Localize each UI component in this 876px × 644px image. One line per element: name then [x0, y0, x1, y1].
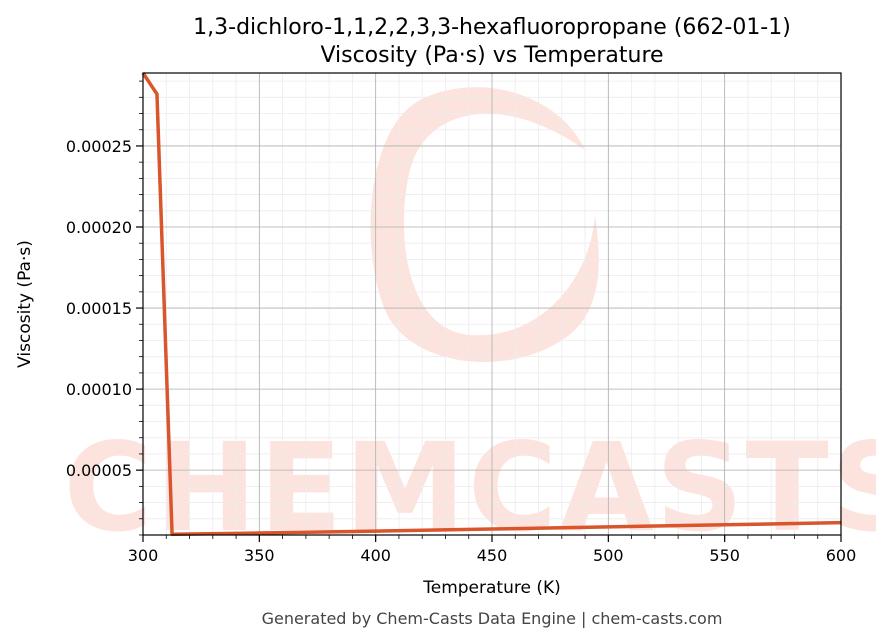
footer-credit: Generated by Chem-Casts Data Engine | ch… — [262, 609, 723, 628]
series-line — [141, 72, 842, 536]
y-tick-label: 0.00015 — [66, 299, 132, 318]
y-tick-label: 0.00010 — [66, 380, 132, 399]
x-tick-label: 500 — [593, 546, 624, 565]
y-tick-label: 0.00025 — [66, 137, 132, 156]
x-tick-label: 300 — [128, 546, 159, 565]
y-tick-label: 0.00005 — [66, 461, 132, 480]
y-axis: 0.00005 0.00010 0.00015 0.00020 0.00025 — [66, 80, 143, 536]
chart-title: 1,3-dichloro-1,1,2,2,3,3-hexafluoropropa… — [193, 15, 791, 40]
x-axis: 300 350 400 450 500 550 600 — [128, 535, 857, 565]
x-axis-label: Temperature (K) — [422, 578, 561, 598]
y-tick-label: 0.00020 — [66, 218, 132, 237]
x-tick-label: 550 — [709, 546, 740, 565]
x-tick-label: 450 — [477, 546, 508, 565]
y-axis-label: Viscosity (Pa·s) — [15, 240, 35, 368]
series-layer — [141, 72, 842, 536]
watermark-text: CHEMCASTS — [63, 417, 876, 559]
x-tick-label: 350 — [244, 546, 275, 565]
x-tick-label: 400 — [360, 546, 391, 565]
chart-subtitle: Viscosity (Pa·s) vs Temperature — [320, 43, 663, 68]
x-tick-label: 600 — [826, 546, 857, 565]
